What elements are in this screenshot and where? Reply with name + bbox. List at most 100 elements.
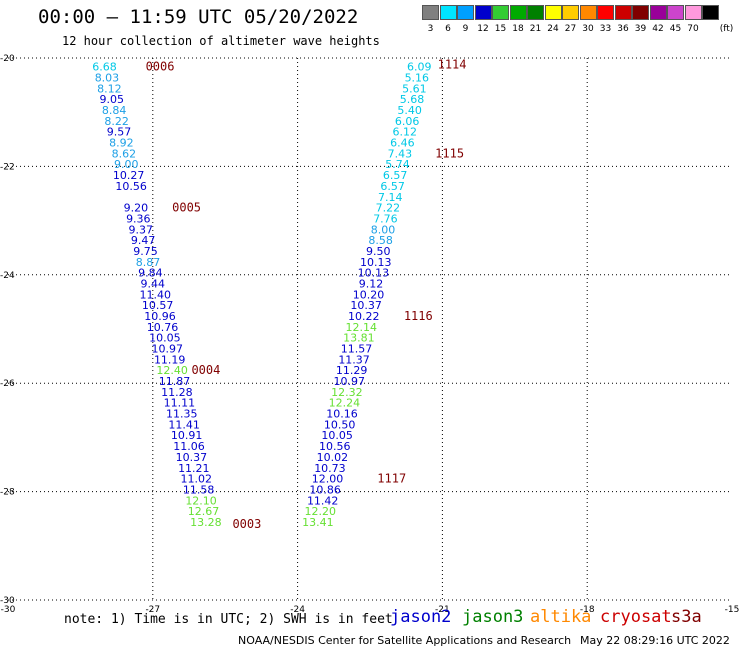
wave-height-value: 9.75 xyxy=(133,245,158,258)
legend-swatch xyxy=(544,5,562,20)
wave-height-value: 6.57 xyxy=(380,180,405,193)
legend-label: 21 xyxy=(529,24,542,34)
legend-swatch xyxy=(614,5,632,20)
wave-height-value: 7.43 xyxy=(388,147,413,160)
wave-height-value: 6.12 xyxy=(393,126,418,139)
wave-height-value: 10.97 xyxy=(333,375,365,388)
wave-height-value: 9.44 xyxy=(141,277,166,290)
satellite-jason3: jason3 xyxy=(462,607,524,627)
wave-height-value: 6.09 xyxy=(407,61,432,74)
legend-swatch xyxy=(579,5,597,20)
time-label: 1114 xyxy=(438,58,467,72)
x-tick-label: -15 xyxy=(725,605,740,615)
legend-label: 42 xyxy=(652,24,664,34)
wave-height-value: 12.20 xyxy=(305,505,337,518)
time-label: 0003 xyxy=(232,517,261,531)
wave-height-value: 11.57 xyxy=(341,343,373,356)
wave-height-value: 8.84 xyxy=(102,104,127,117)
satellite-s3a: s3a xyxy=(671,607,702,627)
wave-height-value: 9.05 xyxy=(100,93,125,106)
legend-label: 18 xyxy=(512,24,524,34)
wave-height-value: 11.29 xyxy=(336,364,368,377)
wave-height-value: 8.62 xyxy=(112,147,137,160)
x-tick-label: -18 xyxy=(580,605,595,615)
legend-label: 9 xyxy=(462,24,469,34)
wave-height-value: 10.13 xyxy=(358,267,390,280)
legend-swatch xyxy=(649,5,667,20)
wave-height-value: 10.73 xyxy=(314,462,346,475)
legend-label: 3 xyxy=(427,24,434,34)
wave-height-value: 10.05 xyxy=(149,332,181,345)
wave-height-value: 9.12 xyxy=(359,277,384,290)
wave-height-value: 10.20 xyxy=(353,288,385,301)
legend-swatch xyxy=(684,5,702,20)
wave-height-value: 6.06 xyxy=(395,115,420,128)
wave-height-value: 10.56 xyxy=(319,440,351,453)
legend-swatch xyxy=(597,5,614,20)
legend-label: 33 xyxy=(599,24,612,34)
legend-swatch xyxy=(509,5,527,20)
legend-swatch xyxy=(457,5,474,20)
wave-height-value: 10.37 xyxy=(176,451,208,464)
wave-height-value: 9.47 xyxy=(131,234,156,247)
wave-height-value: 11.37 xyxy=(338,353,370,366)
wave-height-value: 11.58 xyxy=(183,483,215,496)
y-tick-label: -22 xyxy=(0,162,15,172)
wave-height-value: 5.16 xyxy=(405,72,430,85)
chart-subtitle: 12 hour collection of altimeter wave hei… xyxy=(62,34,380,48)
wave-height-value: 12.32 xyxy=(331,386,363,399)
y-tick-label: -20 xyxy=(0,54,15,64)
wave-height-value: 12.10 xyxy=(185,494,217,507)
wave-height-value: 5.61 xyxy=(402,82,427,95)
wave-height-value: 10.91 xyxy=(171,429,203,442)
wave-height-value: 13.81 xyxy=(343,332,375,345)
legend-swatch xyxy=(474,5,492,20)
credit-line: NOAA/NESDIS Center for Satellite Applica… xyxy=(238,634,572,647)
wave-height-value: 7.14 xyxy=(378,191,403,204)
legend-label: 15 xyxy=(494,24,507,34)
wave-height-value: 9.00 xyxy=(114,158,139,171)
wave-height-value: 7.22 xyxy=(376,202,401,215)
wave-height-value: 5.74 xyxy=(385,158,410,171)
time-label: 1115 xyxy=(435,146,464,160)
wave-height-value: 11.42 xyxy=(307,494,339,507)
wave-height-value: 9.36 xyxy=(126,212,151,225)
legend-label: 70 xyxy=(687,24,699,34)
x-tick-label: -27 xyxy=(145,605,160,615)
x-tick-label: -21 xyxy=(435,605,450,615)
wave-height-value: 8.58 xyxy=(368,234,393,247)
y-tick-label: -28 xyxy=(0,488,15,498)
wave-height-value: 10.05 xyxy=(321,429,353,442)
wave-height-value: 7.76 xyxy=(373,212,398,225)
wave-height-value: 11.06 xyxy=(173,440,205,453)
wave-height-value: 10.57 xyxy=(142,299,174,312)
wave-height-value: 8.12 xyxy=(97,82,122,95)
wave-height-value: 8.87 xyxy=(136,256,161,269)
wave-height-value: 12.24 xyxy=(329,397,361,410)
legend-label: 27 xyxy=(564,24,577,34)
wave-height-value: 6.57 xyxy=(383,169,408,182)
wave-height-value: 11.02 xyxy=(180,473,212,486)
wave-height-value: 11.11 xyxy=(164,397,196,410)
wave-height-value: 11.87 xyxy=(159,375,191,388)
wave-height-value: 11.40 xyxy=(139,288,171,301)
wave-height-value: 12.00 xyxy=(312,473,344,486)
wave-height-value: 10.37 xyxy=(350,299,382,312)
legend-swatch xyxy=(422,5,439,20)
wave-height-value: 6.68 xyxy=(92,61,117,74)
legend-swatch xyxy=(439,5,457,20)
x-tick-label: -30 xyxy=(1,605,16,615)
legend-swatch xyxy=(702,5,719,20)
wave-height-value: 10.13 xyxy=(360,256,392,269)
wave-height-value: 9.20 xyxy=(124,202,149,215)
wave-height-value: 10.96 xyxy=(144,310,176,323)
time-label: 0005 xyxy=(172,201,201,215)
y-tick-label: -24 xyxy=(0,271,15,281)
legend-label: 12 xyxy=(477,24,489,34)
wave-height-value: 12.40 xyxy=(156,364,188,377)
y-tick-label: -26 xyxy=(0,379,15,389)
legend-swatch xyxy=(632,5,649,20)
wave-height-value: 8.00 xyxy=(371,223,396,236)
wave-height-value: 10.27 xyxy=(113,169,145,182)
